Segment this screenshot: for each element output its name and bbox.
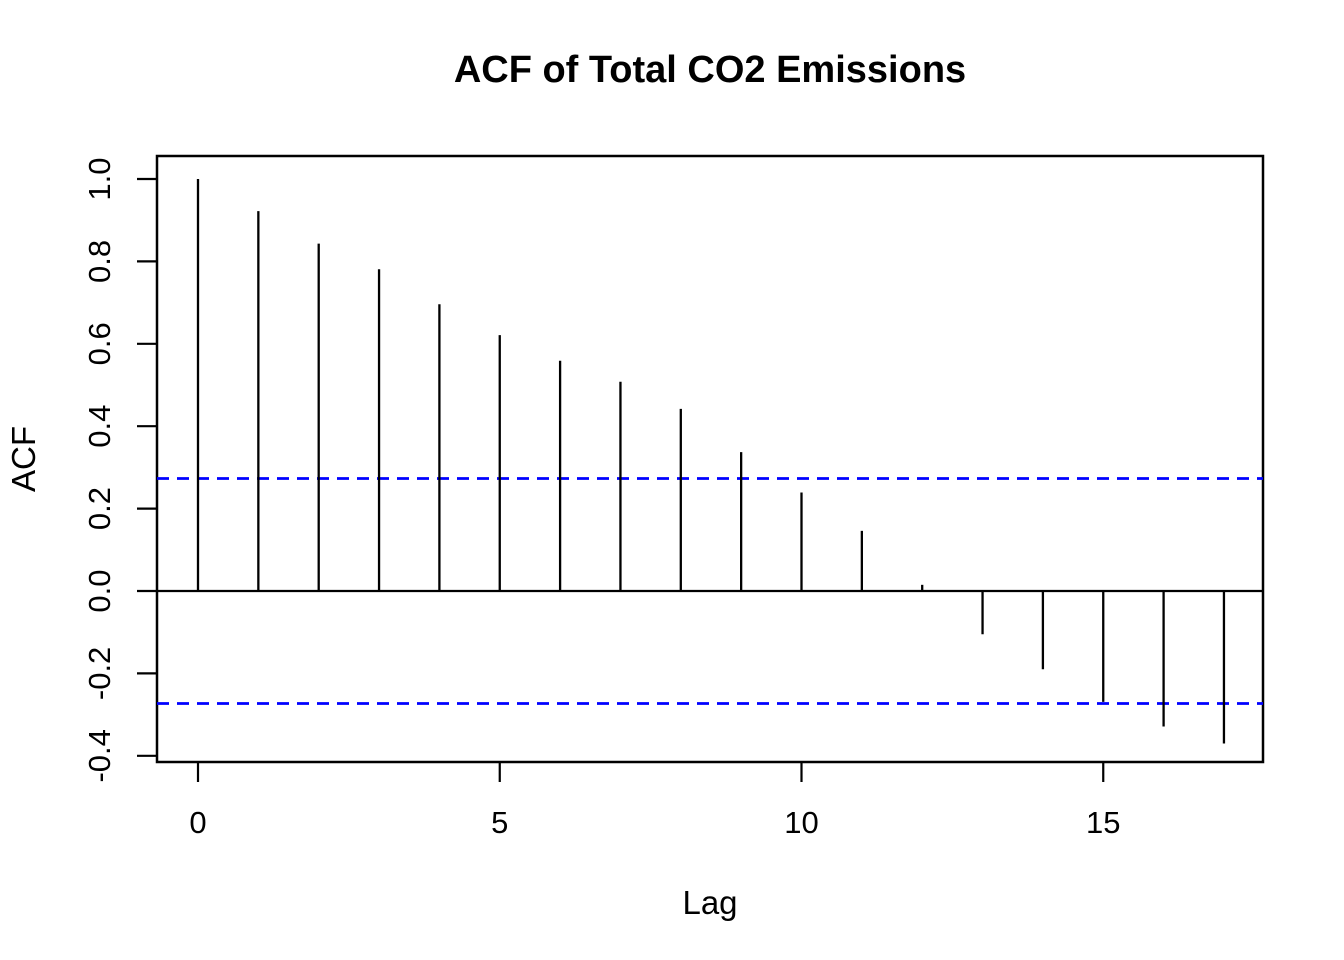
y-tick-label-0.4: 0.4 <box>82 405 117 448</box>
x-axis: 0 5 10 15 <box>189 762 1120 840</box>
plot-box <box>155 154 1265 764</box>
x-tick-label-0: 0 <box>189 805 206 840</box>
y-tick-label--0.4: -0.4 <box>82 729 117 782</box>
y-tick-label-0.6: 0.6 <box>82 322 117 365</box>
x-tick-label-10: 10 <box>784 805 818 840</box>
y-tick-label--0.2: -0.2 <box>82 647 117 700</box>
confidence-lines-group <box>157 477 1263 705</box>
x-axis-label: Lag <box>682 884 737 921</box>
y-axis: -0.4 -0.2 0.0 0.2 0.4 0.6 0.8 1.0 <box>82 157 157 783</box>
y-tick-label-1.0: 1.0 <box>82 157 117 200</box>
y-axis-label: ACF <box>5 426 42 492</box>
chart-title: ACF of Total CO2 Emissions <box>454 49 966 91</box>
y-tick-label-0.0: 0.0 <box>82 569 117 612</box>
x-tick-label-15: 15 <box>1086 805 1120 840</box>
spikes-group <box>196 179 1226 744</box>
y-tick-label-0.2: 0.2 <box>82 487 117 530</box>
y-tick-label-0.8: 0.8 <box>82 240 117 283</box>
x-tick-label-5: 5 <box>491 805 508 840</box>
